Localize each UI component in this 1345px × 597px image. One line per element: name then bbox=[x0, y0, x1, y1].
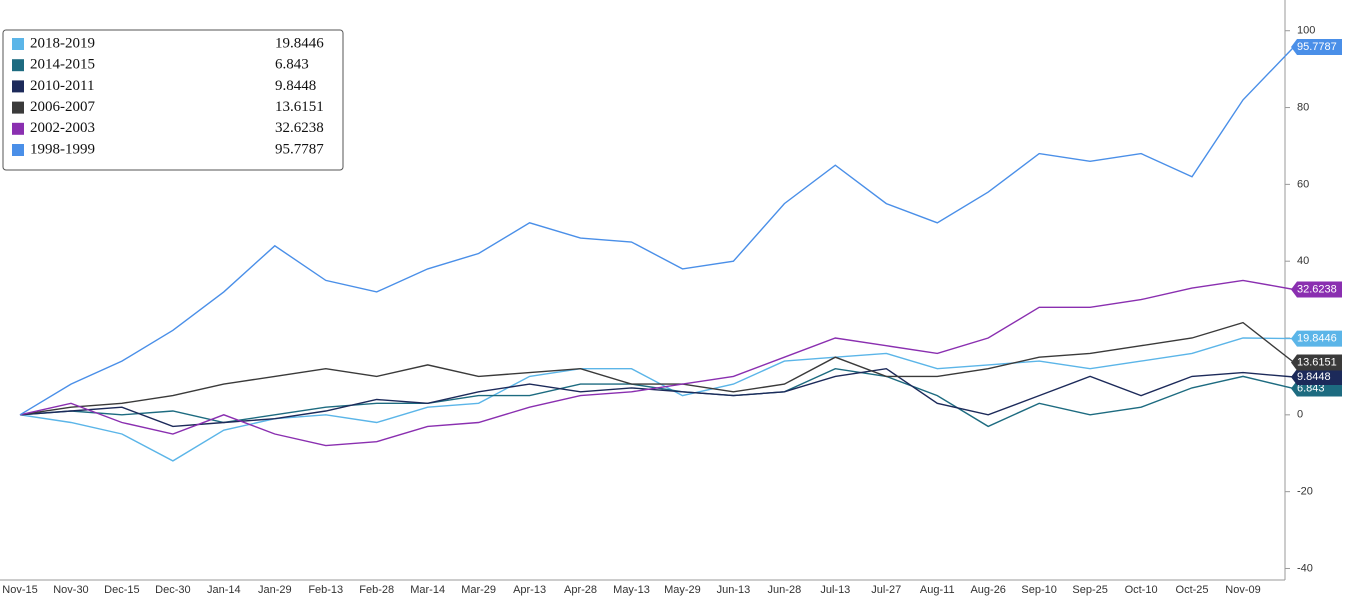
x-tick-label: Jan-29 bbox=[258, 584, 292, 596]
legend-swatch bbox=[12, 122, 24, 135]
series-line bbox=[19, 46, 1295, 416]
y-tick-label: 0 bbox=[1297, 409, 1303, 421]
end-tag-label: 13.6151 bbox=[1297, 356, 1337, 368]
x-tick-label: Apr-13 bbox=[513, 584, 546, 596]
legend-value: 32.6238 bbox=[275, 120, 324, 136]
x-tick-label: Jan-14 bbox=[207, 584, 241, 596]
x-tick-label: Sep-25 bbox=[1072, 584, 1107, 596]
y-tick-label: -40 bbox=[1297, 562, 1313, 574]
series-line bbox=[19, 321, 1295, 416]
x-tick-label: Nov-09 bbox=[1225, 584, 1260, 596]
x-tick-label: Jul-13 bbox=[820, 584, 850, 596]
legend-label: 2018-2019 bbox=[30, 35, 95, 51]
legend-swatch bbox=[12, 59, 24, 72]
legend-label: 2014-2015 bbox=[30, 57, 95, 73]
end-tag bbox=[1291, 330, 1342, 347]
end-tag-label: 19.8446 bbox=[1297, 333, 1337, 345]
legend-value: 19.8446 bbox=[275, 35, 324, 51]
x-tick-label: Feb-28 bbox=[359, 584, 394, 596]
x-tick-label: Dec-30 bbox=[155, 584, 190, 596]
x-tick-label: Mar-29 bbox=[461, 584, 496, 596]
end-tag bbox=[1291, 354, 1342, 371]
end-tag bbox=[1291, 38, 1342, 55]
legend-label: 2002-2003 bbox=[30, 120, 95, 136]
end-tag-label: 6.843 bbox=[1297, 382, 1325, 394]
legend-label: 1998-1999 bbox=[30, 141, 95, 157]
x-tick-label: Mar-14 bbox=[410, 584, 445, 596]
legend-value: 95.7787 bbox=[275, 141, 324, 157]
x-tick-label: Nov-15 bbox=[2, 584, 37, 596]
legend-label: 2006-2007 bbox=[30, 99, 95, 115]
end-tag-label: 9.8448 bbox=[1297, 371, 1331, 383]
x-tick-label: May-13 bbox=[613, 584, 650, 596]
series-line bbox=[19, 367, 1295, 428]
end-tag-label: 95.7787 bbox=[1297, 41, 1337, 53]
x-tick-label: Aug-11 bbox=[920, 584, 955, 596]
legend-swatch bbox=[12, 38, 24, 50]
x-tick-label: Oct-10 bbox=[1125, 584, 1158, 596]
legend-value: 9.8448 bbox=[275, 78, 316, 94]
x-tick-label: Apr-28 bbox=[564, 584, 597, 596]
x-tick-label: May-29 bbox=[664, 584, 701, 596]
legend: 2018-2019 19.8446 2014-2015 6.843 2010-2011 9… bbox=[2, 29, 344, 171]
x-tick-label: Jul-27 bbox=[871, 584, 901, 596]
legend-swatch bbox=[12, 101, 24, 114]
series-line bbox=[19, 367, 1295, 428]
end-tag-label: 32.6238 bbox=[1297, 283, 1337, 295]
y-tick-label: 40 bbox=[1297, 255, 1309, 267]
x-tick-label: Feb-13 bbox=[308, 584, 343, 596]
legend-swatch bbox=[12, 80, 24, 93]
x-tick-label: Nov-30 bbox=[53, 584, 88, 596]
x-tick-label: Dec-15 bbox=[104, 584, 139, 596]
end-tag bbox=[1291, 281, 1342, 298]
series-line bbox=[19, 279, 1295, 447]
legend-box bbox=[2, 29, 344, 171]
x-tick-label: Sep-10 bbox=[1021, 584, 1056, 596]
end-tag bbox=[1291, 369, 1342, 386]
x-tick-label: Oct-25 bbox=[1176, 584, 1209, 596]
legend-label: 2010-2011 bbox=[30, 78, 94, 94]
y-tick-label: 60 bbox=[1297, 178, 1309, 190]
y-tick-label: -20 bbox=[1297, 486, 1313, 498]
x-tick-label: Jun-28 bbox=[768, 584, 802, 596]
y-tick-label: 80 bbox=[1297, 101, 1309, 113]
legend-value: 6.843 bbox=[275, 57, 309, 73]
x-tick-label: Jun-13 bbox=[717, 584, 751, 596]
series-line bbox=[19, 337, 1295, 462]
legend-value: 13.6151 bbox=[275, 99, 324, 115]
x-tick-label: Aug-26 bbox=[970, 584, 1005, 596]
legend-swatch bbox=[12, 144, 24, 156]
y-tick-label: 100 bbox=[1297, 25, 1315, 37]
